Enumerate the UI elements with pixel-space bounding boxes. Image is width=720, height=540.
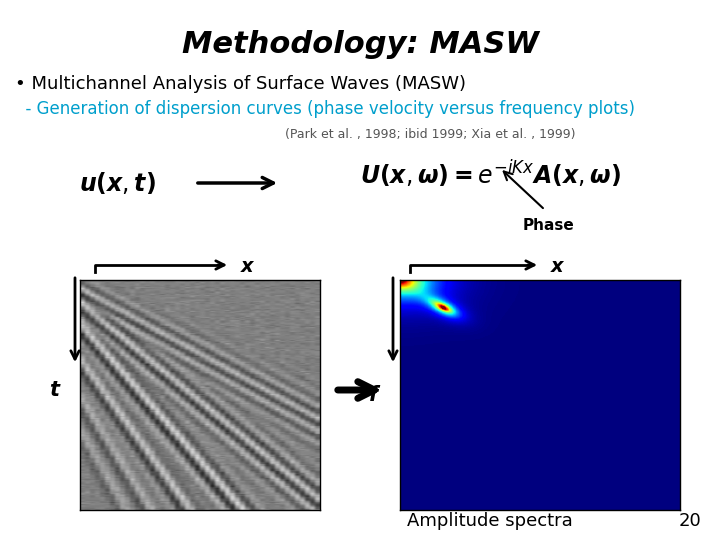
Text: Phase: Phase (522, 218, 574, 233)
Text: - Generation of dispersion curves (phase velocity versus frequency plots): - Generation of dispersion curves (phase… (15, 100, 635, 118)
Text: 20: 20 (679, 512, 701, 530)
Text: • Multichannel Analysis of Surface Waves (MASW): • Multichannel Analysis of Surface Waves… (15, 75, 466, 93)
Text: $\bfit{t}$: $\bfit{t}$ (49, 380, 61, 400)
Text: $\bfit{x}$: $\bfit{x}$ (240, 258, 256, 276)
Text: $\bfit{x}$: $\bfit{x}$ (550, 258, 566, 276)
Text: (Park et al. , 1998; ibid 1999; Xia et al. , 1999): (Park et al. , 1998; ibid 1999; Xia et a… (284, 128, 575, 141)
Text: Amplitude spectra: Amplitude spectra (407, 512, 573, 530)
Text: $\boldsymbol{U(x,\omega) = e^{-iKx}A(x,\omega)}$: $\boldsymbol{U(x,\omega) = e^{-iKx}A(x,\… (359, 158, 621, 190)
Text: $\boldsymbol{u(x,t)}$: $\boldsymbol{u(x,t)}$ (79, 170, 156, 196)
Text: Methodology: MASW: Methodology: MASW (181, 30, 539, 59)
Text: $\bfit{f}$: $\bfit{f}$ (369, 385, 382, 405)
